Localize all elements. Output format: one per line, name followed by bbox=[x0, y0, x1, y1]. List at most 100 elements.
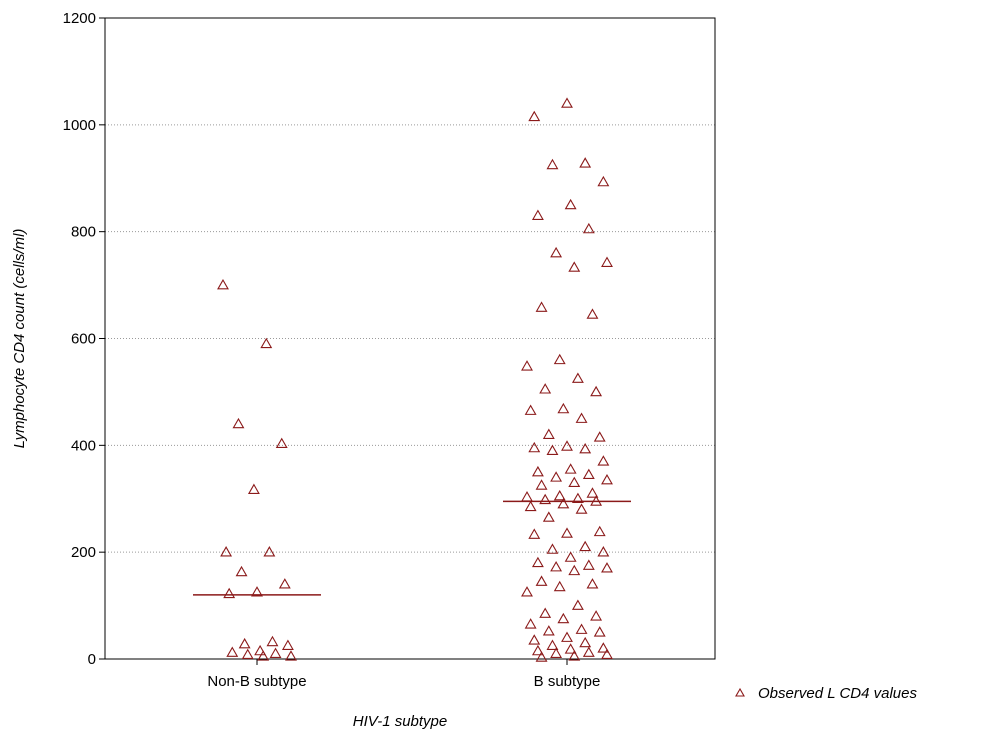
data-point-triangle bbox=[535, 575, 548, 586]
data-point-triangle bbox=[564, 198, 577, 210]
data-point-triangle bbox=[542, 625, 555, 636]
data-point-triangle bbox=[579, 442, 592, 454]
data-point-triangle bbox=[226, 646, 239, 657]
data-point-triangle bbox=[278, 578, 291, 589]
data-points bbox=[217, 97, 613, 662]
data-point-triangle bbox=[550, 647, 563, 658]
data-point-triangle bbox=[568, 261, 581, 272]
data-point-triangle bbox=[597, 175, 610, 187]
data-point-triangle bbox=[535, 301, 548, 312]
data-point-triangle bbox=[561, 631, 573, 642]
data-point-triangle bbox=[285, 650, 297, 661]
y-tick-label: 200 bbox=[71, 544, 96, 561]
data-point-triangle bbox=[601, 256, 613, 267]
plot-frame bbox=[104, 17, 716, 660]
data-point-triangle bbox=[575, 412, 588, 423]
data-point-triangle bbox=[571, 372, 584, 383]
y-tick-label: 1200 bbox=[63, 10, 96, 27]
data-point-triangle bbox=[590, 610, 603, 621]
data-point-triangle bbox=[593, 431, 606, 442]
data-point-triangle bbox=[561, 97, 573, 108]
data-point-triangle bbox=[550, 561, 563, 572]
data-point-triangle bbox=[553, 489, 566, 501]
data-point-triangle bbox=[251, 586, 263, 597]
data-point-triangle bbox=[535, 479, 548, 490]
data-point-triangle bbox=[597, 546, 610, 557]
data-point-triangle bbox=[528, 110, 541, 122]
data-point-triangle bbox=[275, 437, 288, 449]
data-point-triangle bbox=[586, 487, 599, 498]
data-point-triangle bbox=[601, 648, 613, 660]
data-point-triangle bbox=[586, 308, 599, 319]
legend: Observed L CD4 values bbox=[735, 685, 917, 702]
median-lines bbox=[193, 500, 631, 596]
data-point-triangle bbox=[524, 404, 537, 415]
data-point-triangle bbox=[539, 383, 552, 394]
data-point-triangle bbox=[531, 465, 544, 477]
data-point-triangle bbox=[582, 222, 595, 234]
data-point-triangle bbox=[535, 651, 548, 662]
data-point-triangle bbox=[542, 428, 555, 439]
y-axis-title: Lymphocyte CD4 count (cells/ml) bbox=[11, 229, 28, 449]
data-point-triangle bbox=[579, 540, 592, 552]
data-point-triangle bbox=[521, 491, 533, 502]
x-category-label: Non-B subtype bbox=[207, 673, 306, 690]
data-point-triangle bbox=[217, 278, 229, 290]
data-point-triangle bbox=[575, 503, 588, 514]
data-point-triangle bbox=[546, 158, 559, 170]
data-point-triangle bbox=[568, 650, 581, 661]
data-point-triangle bbox=[575, 623, 588, 634]
data-point-triangle bbox=[524, 500, 537, 512]
data-point-triangle bbox=[539, 493, 552, 505]
data-point-triangle bbox=[582, 646, 595, 657]
x-axis-categories: Non-B subtype B subtype bbox=[207, 659, 600, 690]
y-tick-label: 1000 bbox=[63, 117, 96, 134]
data-point-triangle bbox=[260, 337, 273, 349]
data-point-triangle bbox=[593, 626, 606, 637]
data-point-triangle bbox=[564, 551, 577, 562]
data-point-triangle bbox=[601, 473, 613, 485]
data-point-triangle bbox=[247, 483, 260, 494]
data-point-triangle bbox=[235, 565, 248, 577]
y-tick-label: 0 bbox=[88, 651, 96, 668]
data-point-triangle bbox=[564, 643, 577, 654]
data-point-triangle bbox=[257, 650, 270, 661]
data-point-triangle bbox=[524, 618, 537, 629]
data-point-triangle bbox=[528, 441, 541, 453]
data-point-triangle bbox=[521, 586, 533, 597]
data-point-triangle bbox=[564, 463, 577, 474]
data-point-triangle bbox=[546, 444, 559, 455]
y-tick-label: 600 bbox=[71, 331, 96, 348]
data-point-triangle bbox=[571, 599, 584, 610]
data-point-triangle bbox=[568, 476, 581, 488]
data-point-triangle bbox=[557, 402, 570, 414]
y-tick-label: 800 bbox=[71, 224, 96, 241]
data-point-triangle bbox=[597, 642, 610, 653]
legend-label: Observed L CD4 values bbox=[758, 685, 917, 702]
data-point-triangle bbox=[568, 564, 581, 576]
data-point-triangle bbox=[582, 559, 595, 570]
data-point-triangle bbox=[232, 417, 245, 429]
data-point-triangle bbox=[553, 580, 566, 592]
y-axis-ticks: 0 200 400 600 800 1000 1200 bbox=[63, 10, 105, 668]
data-point-triangle bbox=[266, 635, 279, 647]
data-point-triangle bbox=[550, 246, 563, 258]
grid-lines bbox=[105, 124, 715, 553]
data-point-triangle bbox=[550, 471, 563, 482]
data-point-triangle bbox=[593, 525, 606, 537]
data-point-triangle bbox=[590, 495, 603, 506]
data-point-triangle bbox=[241, 648, 254, 660]
data-point-triangle bbox=[546, 639, 559, 650]
data-point-triangle bbox=[557, 612, 570, 624]
data-point-triangle bbox=[223, 587, 236, 599]
data-point-triangle bbox=[561, 527, 573, 538]
data-point-triangle bbox=[571, 492, 584, 504]
data-point-triangle bbox=[579, 157, 592, 168]
data-point-triangle bbox=[263, 546, 276, 557]
data-point-triangle bbox=[561, 440, 573, 451]
data-point-triangle bbox=[254, 644, 267, 656]
data-point-triangle bbox=[531, 556, 544, 568]
data-point-triangle bbox=[539, 607, 552, 618]
data-point-triangle bbox=[597, 455, 610, 466]
